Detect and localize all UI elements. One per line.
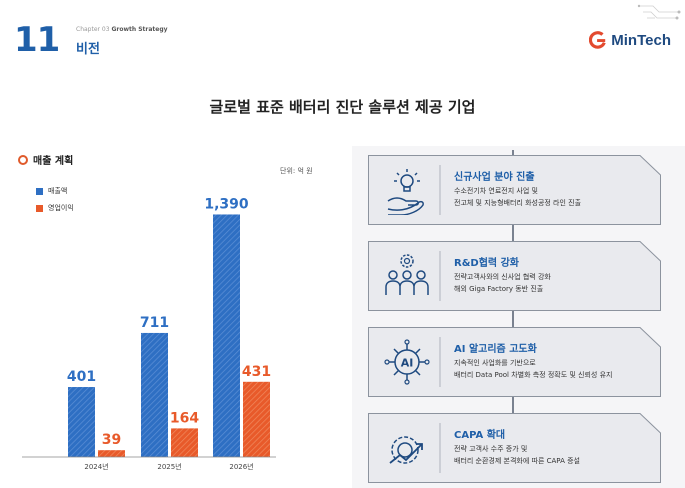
card-title: 신규사업 분야 진출 — [454, 172, 535, 183]
card-desc-line2: 배터리 Data Pool 차별화 측정 정확도 및 신뢰성 유지 — [454, 371, 613, 379]
legend-swatch-orange — [36, 204, 43, 212]
ring-icon — [18, 154, 28, 165]
data-label-profit-0: 39 — [102, 432, 121, 448]
legend-item-sales: 매출액 — [36, 186, 74, 196]
idea-hand-icon — [387, 169, 424, 215]
bar-sales-2 — [213, 214, 240, 457]
card-desc-line1: 수소전기차 연료전지 사업 및 — [454, 187, 538, 195]
card-title: AI 알고리즘 고도화 — [454, 344, 537, 355]
mintech-logo-icon — [589, 31, 607, 49]
card-desc-line2: 전고체 및 지능형배터리 화성공정 라인 진출 — [454, 199, 582, 207]
card-frame — [368, 241, 661, 311]
bar-profit-2 — [243, 381, 270, 457]
unit-label: 단위: 억 원 — [280, 167, 313, 175]
card-frame — [368, 155, 661, 225]
x-tick-label: 2025년 — [157, 462, 181, 470]
data-label-sales-0: 401 — [67, 369, 96, 385]
headline: 글로벌 표준 배터리 진단 솔루션 제공 기업 — [209, 98, 476, 116]
x-tick-label: 2026년 — [229, 462, 253, 470]
chart-title: 매출 계획 — [18, 152, 73, 167]
data-label-sales-2: 1,390 — [204, 196, 249, 212]
card-frame — [368, 327, 661, 397]
card-desc-line2: 해외 Giga Factory 동반 진출 — [454, 285, 544, 293]
ai-chip-icon: AI — [384, 339, 430, 385]
card-frame — [368, 413, 661, 483]
data-label-profit-2: 431 — [242, 364, 271, 380]
data-label-profit-1: 164 — [170, 410, 199, 426]
card-desc-line2: 배터리 순환경제 본격화에 따른 CAPA 증설 — [454, 457, 580, 465]
legend-swatch-blue — [36, 187, 43, 195]
brand-name: MinTech — [611, 31, 671, 49]
data-label-sales-1: 711 — [140, 315, 169, 331]
bar-sales-1 — [141, 332, 168, 457]
team-gear-icon — [385, 254, 429, 295]
section-title: 비전 — [76, 42, 100, 57]
card-desc-line1: 전략 고객사 수주 증가 및 — [454, 445, 528, 453]
bar-profit-0 — [98, 450, 125, 457]
x-tick-label: 2024년 — [84, 462, 108, 470]
chart-legend: 매출액 영업이익 — [36, 186, 74, 220]
page-number: 11 — [14, 20, 60, 60]
card-title: R&D협력 강화 — [454, 258, 520, 269]
connector-line — [512, 150, 514, 480]
svg-text:AI: AI — [401, 357, 414, 370]
card-desc-line1: 지속적인 사업화를 기반으로 — [454, 359, 536, 367]
brand-logo: MinTech — [589, 31, 671, 49]
decoration-lines-icon — [637, 4, 681, 20]
bar-profit-1 — [171, 428, 198, 457]
bar-sales-0 — [68, 387, 95, 457]
card-desc-line1: 전략고객사와의 신사업 협력 강화 — [454, 273, 551, 281]
card-title: CAPA 확대 — [454, 430, 506, 441]
gear-growth-icon — [389, 436, 423, 464]
revenue-chart: 401 39 2024년 711 164 2025년 1,390 431 2026년 — [22, 196, 276, 470]
legend-item-profit: 영업이익 — [36, 203, 74, 213]
chapter-label: Chapter 03 Growth Strategy — [76, 26, 168, 33]
